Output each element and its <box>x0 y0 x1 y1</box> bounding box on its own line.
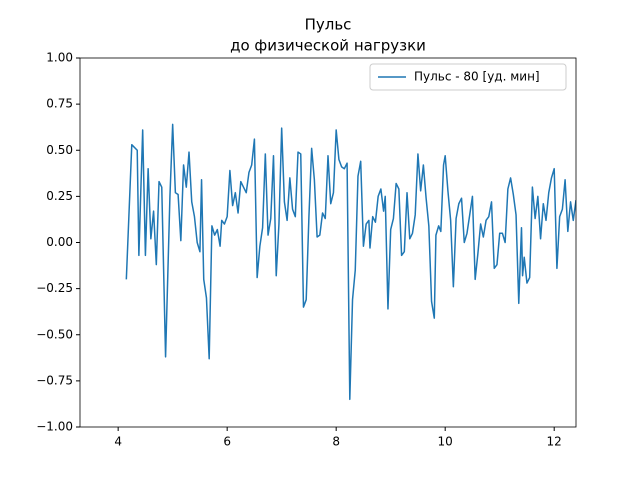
legend: Пульс - 80 [уд. мин] <box>369 63 567 91</box>
axes-frame <box>79 57 577 428</box>
x-tick-label: 8 <box>332 435 340 449</box>
y-tick-label: 0.25 <box>46 189 73 203</box>
x-tick-label: 6 <box>223 435 231 449</box>
x-tick-label: 12 <box>547 435 562 449</box>
y-tick-label: 0.75 <box>46 97 73 111</box>
x-tick-label: 4 <box>114 435 122 449</box>
y-tick-label: 0.00 <box>46 235 73 249</box>
y-tick-label: 1.00 <box>46 51 73 65</box>
y-tick-label: −1.00 <box>36 420 73 434</box>
y-tick-label: −0.50 <box>36 327 73 341</box>
plot-area <box>125 123 576 401</box>
x-tick-label: 10 <box>438 435 453 449</box>
legend-box <box>369 63 567 91</box>
legend-label: Пульс - 80 [уд. мин] <box>414 70 540 84</box>
y-tick-label: 0.50 <box>46 143 73 157</box>
chart-title: Пульс <box>305 16 352 34</box>
y-tick-label: −0.75 <box>36 373 73 387</box>
data-line <box>125 123 576 401</box>
y-tick-label: −0.25 <box>36 281 73 295</box>
chart-subtitle: до физической нагрузки <box>230 37 426 55</box>
